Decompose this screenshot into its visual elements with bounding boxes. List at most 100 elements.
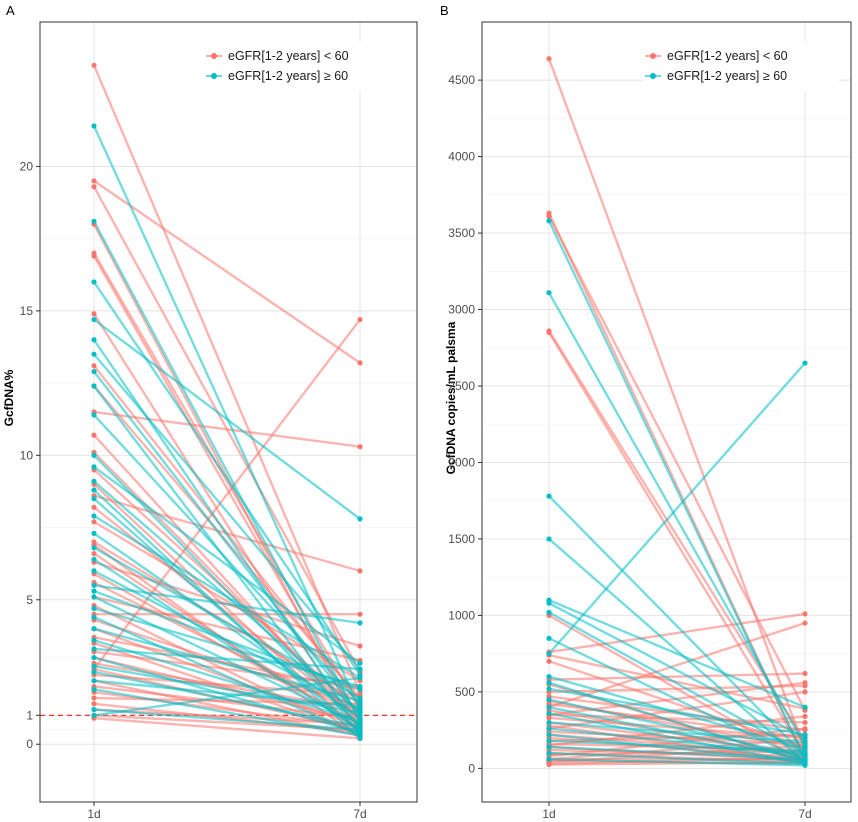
point-1d-high — [91, 712, 97, 718]
point-7d-low — [802, 713, 808, 719]
series-line-high — [92, 514, 362, 679]
point-1d-high — [546, 680, 552, 686]
point-1d-low — [91, 62, 97, 68]
series-line-low — [92, 410, 362, 448]
point-1d-low — [546, 329, 552, 336]
series-line-high — [92, 488, 362, 740]
series-line-low — [547, 329, 807, 743]
x-tick-label-a: 1d — [87, 807, 100, 821]
series-line-high — [547, 721, 807, 744]
y-tick-label-b: 3500 — [448, 226, 475, 240]
point-7d-high — [357, 727, 363, 733]
point-7d-low — [802, 680, 808, 686]
point-1d-high — [546, 704, 552, 710]
point-1d-low — [91, 184, 97, 190]
point-7d-high — [357, 718, 363, 724]
y-tick-label-a: 5 — [26, 593, 33, 607]
point-1d-high — [546, 290, 552, 296]
point-7d-low — [357, 444, 363, 450]
point-7d-high — [802, 762, 808, 768]
point-1d-high — [91, 654, 97, 661]
point-7d-high — [802, 732, 808, 738]
point-7d-high — [357, 516, 363, 522]
point-1d-high — [546, 686, 552, 692]
point-1d-high — [546, 609, 552, 615]
y-tick-label-b: 1500 — [448, 532, 475, 546]
point-7d-low — [802, 725, 808, 732]
point-7d-low — [802, 689, 808, 695]
series-line-high — [92, 589, 362, 691]
series-line-low — [92, 543, 362, 740]
point-1d-high — [546, 750, 552, 756]
series-line-high — [547, 291, 807, 747]
point-1d-high — [546, 635, 552, 641]
series-line-high — [92, 370, 362, 717]
point-1d-high — [91, 663, 97, 669]
series-line-high — [547, 745, 807, 761]
series-line-low — [547, 684, 807, 694]
point-1d-high — [91, 556, 97, 562]
point-7d-high — [357, 686, 363, 692]
point-1d-high — [91, 123, 97, 129]
series-line-low — [92, 717, 362, 740]
point-1d-high — [91, 646, 97, 652]
point-1d-high — [91, 614, 97, 620]
point-1d-high — [91, 686, 97, 692]
series-line-high — [547, 494, 807, 758]
point-7d-high — [357, 709, 363, 716]
series-line-low — [547, 57, 807, 752]
point-1d-high — [91, 478, 97, 484]
point-1d-high — [91, 496, 97, 502]
panel-a-y-axis-label: GcfDNA% — [2, 369, 16, 426]
y-tick-label-b: 2500 — [448, 379, 475, 393]
point-1d-high — [546, 725, 552, 732]
point-1d-low — [91, 550, 97, 557]
series-line-high — [92, 627, 362, 703]
panel-b-plot: 0 500 1000 1500 2000 2500 3000 3500 4000 4500 1d 7d… — [448, 21, 852, 821]
point-1d-high — [91, 678, 97, 684]
point-7d-low — [357, 568, 363, 574]
legend-label-high: eGFR[1-2 years] ≥ 60 — [667, 69, 787, 83]
legend-swatch-point-high — [211, 73, 217, 79]
series-line-low — [547, 331, 807, 756]
point-7d-low — [802, 670, 808, 677]
x-tick-label-a: 7d — [353, 807, 366, 821]
point-1d-low — [546, 213, 552, 219]
series-line-high — [547, 687, 807, 736]
y-tick-label-b: 3000 — [448, 303, 475, 317]
y-tick-label-b: 0 — [468, 761, 475, 775]
point-1d-high — [91, 637, 97, 643]
series-line-high — [547, 598, 807, 709]
legend-swatch-point-high — [650, 73, 656, 79]
point-1d-low — [91, 432, 97, 438]
point-7d-low — [802, 611, 808, 617]
series-line-low — [547, 621, 807, 709]
point-1d-high — [546, 710, 552, 716]
point-1d-high — [91, 383, 97, 389]
series-line-high — [92, 679, 362, 708]
series-line-high — [92, 656, 362, 734]
series-line-low — [547, 715, 807, 747]
point-1d-high — [91, 351, 97, 357]
point-1d-high — [546, 673, 552, 680]
point-7d-low — [357, 316, 363, 323]
series-line-high — [92, 676, 362, 717]
series-line-low — [547, 215, 807, 712]
panel-b-letter: B — [440, 3, 449, 18]
panel-a-letter: A — [6, 3, 15, 18]
series-line-low — [92, 64, 362, 694]
y-tick-label-b: 4000 — [448, 150, 475, 164]
series-line-high — [547, 537, 807, 764]
point-7d-high — [802, 360, 808, 366]
y-tick-label-b: 4500 — [448, 73, 475, 87]
y-tick-label-a: 15 — [20, 304, 34, 318]
point-1d-high — [91, 669, 97, 675]
point-1d-low — [91, 695, 97, 701]
point-1d-high — [91, 626, 97, 632]
series-line-low — [92, 673, 362, 697]
point-1d-high — [91, 530, 97, 536]
point-1d-low — [91, 178, 97, 184]
point-1d-high — [546, 651, 552, 657]
series-line-low — [547, 612, 807, 654]
